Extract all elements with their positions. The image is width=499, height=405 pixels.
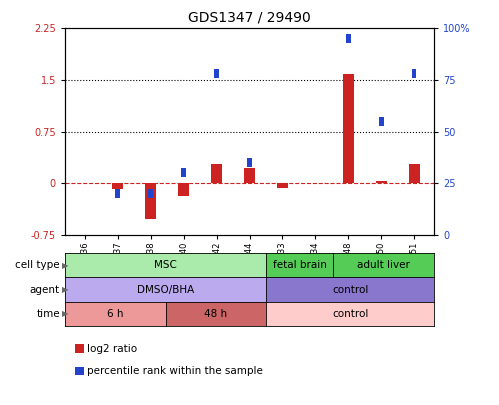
Bar — [379, 117, 384, 126]
Bar — [112, 183, 123, 189]
Bar — [346, 34, 351, 43]
Bar — [211, 164, 222, 183]
Text: log2 ratio: log2 ratio — [87, 344, 137, 354]
Bar — [412, 69, 417, 78]
Bar — [376, 181, 387, 183]
Bar — [182, 168, 186, 177]
Text: ▶: ▶ — [62, 261, 69, 270]
Text: 48 h: 48 h — [205, 309, 228, 319]
Bar — [244, 168, 255, 183]
Text: agent: agent — [30, 285, 60, 294]
Text: control: control — [332, 309, 368, 319]
Text: control: control — [332, 285, 368, 294]
Text: 6 h: 6 h — [107, 309, 123, 319]
Bar — [178, 183, 189, 196]
Text: MSC: MSC — [154, 260, 177, 270]
Text: cell type: cell type — [15, 260, 60, 270]
Bar — [343, 75, 354, 183]
Text: fetal brain: fetal brain — [273, 260, 327, 270]
Bar — [148, 189, 153, 198]
Text: GDS1347 / 29490: GDS1347 / 29490 — [188, 10, 311, 24]
Text: ▶: ▶ — [62, 285, 69, 294]
Text: DMSO/BHA: DMSO/BHA — [137, 285, 194, 294]
Bar — [409, 164, 420, 183]
Text: ▶: ▶ — [62, 309, 69, 318]
Text: adult liver: adult liver — [357, 260, 410, 270]
Bar — [215, 69, 219, 78]
Bar — [145, 183, 156, 219]
Bar — [277, 183, 288, 188]
Bar — [248, 158, 251, 167]
Bar — [115, 189, 120, 198]
Text: time: time — [36, 309, 60, 319]
Text: percentile rank within the sample: percentile rank within the sample — [87, 366, 263, 376]
